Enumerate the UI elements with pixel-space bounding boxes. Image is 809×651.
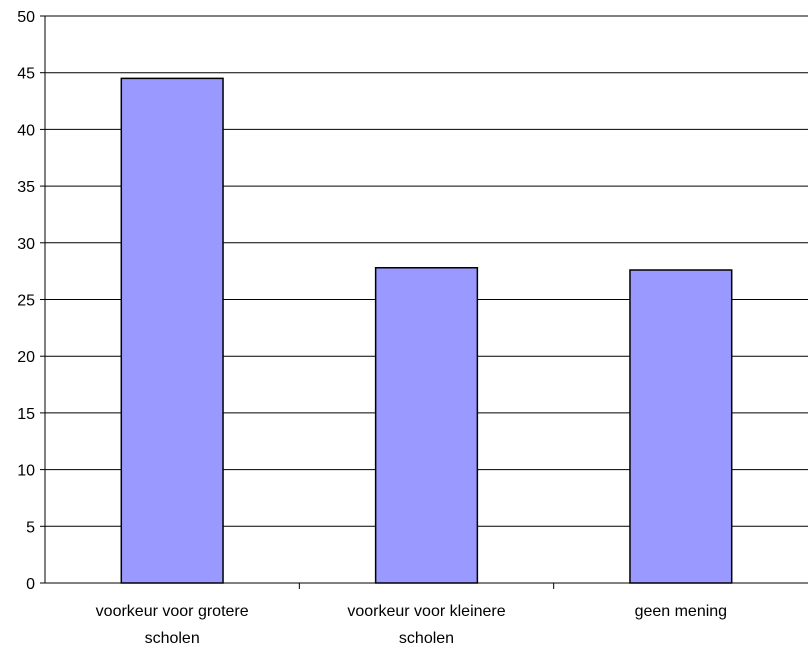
x-tick-label-line: scholen — [399, 630, 454, 647]
y-tick-label-40: 40 — [17, 122, 35, 139]
bars — [120, 77, 733, 584]
y-tick-label-35: 35 — [17, 179, 35, 196]
y-tick-label-15: 15 — [17, 406, 35, 423]
x-tick-label-line: voorkeur voor grotere — [96, 603, 249, 620]
y-tick-label-5: 5 — [26, 519, 35, 536]
y-tick-label-25: 25 — [17, 293, 35, 310]
x-tick-label-line: geen mening — [635, 603, 728, 620]
y-tick-label-10: 10 — [17, 463, 35, 480]
x-tick-label-line: voorkeur voor kleinere — [347, 603, 505, 620]
x-tick-label-line: scholen — [145, 630, 200, 647]
y-tick-label-0: 0 — [26, 576, 35, 593]
y-tick-labels: 0 5 10 15 20 25 30 35 40 45 50 — [17, 9, 35, 593]
y-tick-label-30: 30 — [17, 236, 35, 253]
bar-1 — [374, 266, 479, 584]
y-tick-label-50: 50 — [17, 9, 35, 26]
bar-0 — [120, 77, 224, 584]
axes — [40, 15, 808, 589]
x-tick-label-2: geen mening — [635, 603, 728, 620]
bar-2 — [629, 269, 733, 584]
x-tick-label-1: voorkeur voor kleinere scholen — [347, 603, 505, 647]
y-tick-label-20: 20 — [17, 349, 35, 366]
y-tick-label-45: 45 — [17, 66, 35, 83]
x-tick-label-0: voorkeur voor grotere scholen — [96, 603, 249, 647]
